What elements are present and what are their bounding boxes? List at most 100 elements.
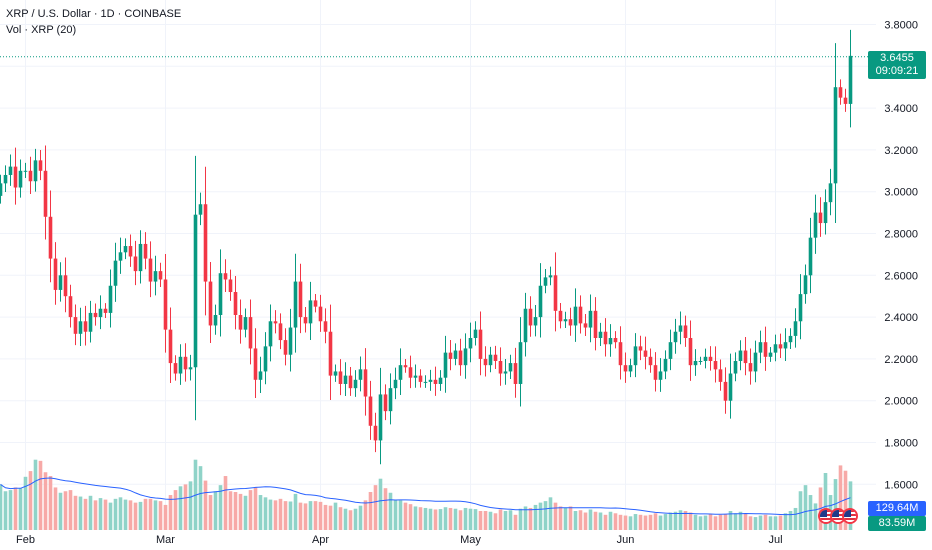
candle-body [723,381,728,401]
volume-bar [73,495,78,530]
candle-body [573,306,578,326]
candle-body [758,342,763,353]
time-tick-label: May [460,534,481,546]
candle-body [378,394,383,441]
candle-body [598,331,603,338]
volume-bar [268,499,273,530]
volume-bar [358,505,363,530]
volume-bar [338,507,343,530]
candle-body [488,354,493,366]
volume-bar [568,506,573,530]
price-axis[interactable]: 3.80003.60003.40003.20003.00002.80002.60… [884,20,918,492]
candle-body [0,183,3,196]
candle-body [323,321,328,332]
candle-body [443,352,448,378]
volume-bar [763,514,768,530]
price-tick-label: 2.8000 [884,229,918,241]
volume-bar [318,501,323,530]
candle-body [503,371,508,374]
candle-body [3,174,8,184]
candle-body [553,275,558,311]
candle-body [583,323,588,328]
volume-bar [578,510,583,530]
economic-events-flags[interactable] [818,508,860,524]
candle-body [123,246,128,253]
candle-body [133,256,138,272]
candle-body [588,310,593,328]
price-tick-label: 1.8000 [884,438,918,450]
candle-body [393,379,398,389]
us-flag-icon[interactable] [830,508,846,524]
volume-indicator-label[interactable]: Vol · XRP (20) [6,24,77,36]
candle-body [538,285,543,318]
volume-bar [53,487,58,530]
volume-bar [353,508,358,530]
volume-bar [598,512,603,530]
volume-bar [253,487,258,530]
volume-bar [683,511,688,530]
volume-bar [28,471,33,530]
candle-body [483,358,488,366]
volume-bar [163,504,168,530]
candle-body [658,371,663,380]
candle-body [53,258,58,290]
volume-bar [513,514,518,530]
candle-body [243,317,248,330]
volume-bar [373,485,378,530]
volume-bar [198,466,203,530]
candle-body [103,308,108,313]
volume-bar [343,508,348,530]
candle-body [448,352,453,359]
candle-body [623,365,628,372]
candle-body [208,281,213,326]
time-tick-label: Jul [768,534,782,546]
volume-bar [93,500,98,530]
candle-body [668,342,673,359]
candle-body [353,379,358,389]
volume-bar [503,511,508,530]
volume-bar [123,499,128,530]
volume-bar [283,501,288,530]
volume-bar [403,502,408,530]
volume-bar [148,498,153,530]
candle-body [228,279,233,293]
volume-bar [173,490,178,530]
candle-body [533,317,538,326]
time-tick-label: Jun [617,534,635,546]
volume-bar [758,515,763,530]
candle-body [843,97,848,104]
us-flag-icon[interactable] [842,508,858,524]
candle-body [478,329,483,359]
volume-bar [258,495,263,530]
candle-body [418,375,423,382]
time-tick-label: Apr [312,534,329,546]
candle-body [633,346,638,366]
candle-body [398,365,403,380]
candle-body [663,358,668,372]
symbol-title[interactable]: XRP / U.S. Dollar · 1D · COINBASE [6,8,182,20]
volume-bar [273,500,278,530]
candle-body [618,342,623,366]
candle-body [313,300,318,307]
candle-body [783,342,788,349]
candle-body [118,252,123,261]
volume-bar [38,460,43,530]
volume-bar [583,512,588,530]
volume-bar [783,513,788,530]
volume-bar [803,485,808,530]
candle-body [288,327,293,355]
volume-bar [833,479,838,530]
volume-bar [788,511,793,530]
volume-bar [328,505,333,530]
volume-moving-average-line [0,477,851,516]
time-axis[interactable]: Feb Mar Apr May Jun Jul [16,534,783,546]
volume-bar [708,514,713,530]
volume-bar [688,512,693,530]
candle-body [578,306,583,324]
volume-bar [113,498,118,530]
volume-bar [458,510,463,530]
last-price-badge: 3.6455 09:09:21 [868,51,926,79]
volume-bar [308,501,313,530]
volume-bar [623,515,628,530]
